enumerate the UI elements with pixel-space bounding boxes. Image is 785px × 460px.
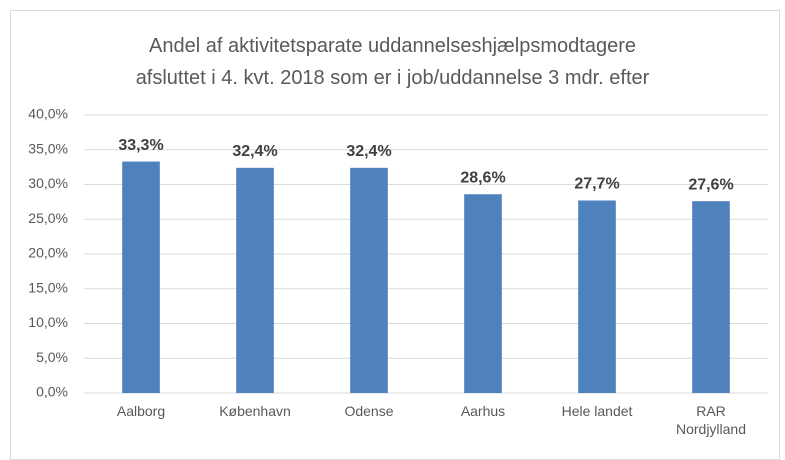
y-tick-label: 20,0%	[28, 245, 68, 261]
x-tick-label: RAR Nordjylland	[675, 403, 747, 437]
data-label: 27,6%	[688, 176, 733, 193]
x-tick-label: Aalborg	[116, 403, 166, 419]
bar	[578, 200, 616, 393]
y-tick-label: 35,0%	[28, 140, 68, 156]
x-tick-label: Hele landet	[561, 403, 633, 419]
data-label: 28,6%	[460, 169, 505, 186]
data-label: 32,4%	[232, 143, 277, 160]
chart-title: Andel af aktivitetsparate uddannelseshjæ…	[135, 35, 650, 89]
x-tick-label: Aarhus	[460, 403, 506, 419]
bar	[122, 161, 160, 393]
y-tick-label: 40,0%	[28, 106, 68, 122]
x-tick-label: København	[219, 403, 291, 419]
x-tick-label: Odense	[344, 403, 394, 419]
data-label: 32,4%	[346, 143, 391, 160]
y-tick-label: 10,0%	[28, 314, 68, 330]
data-label: 33,3%	[118, 137, 163, 154]
data-label: 27,7%	[574, 176, 619, 193]
bar	[236, 167, 274, 393]
y-tick-label: 0,0%	[36, 384, 68, 400]
y-tick-label: 15,0%	[28, 279, 68, 295]
bar	[692, 201, 730, 393]
y-tick-label: 30,0%	[28, 175, 68, 191]
y-tick-label: 5,0%	[36, 349, 68, 365]
y-tick-label: 25,0%	[28, 210, 68, 226]
bar	[350, 167, 388, 393]
bar	[464, 194, 502, 393]
